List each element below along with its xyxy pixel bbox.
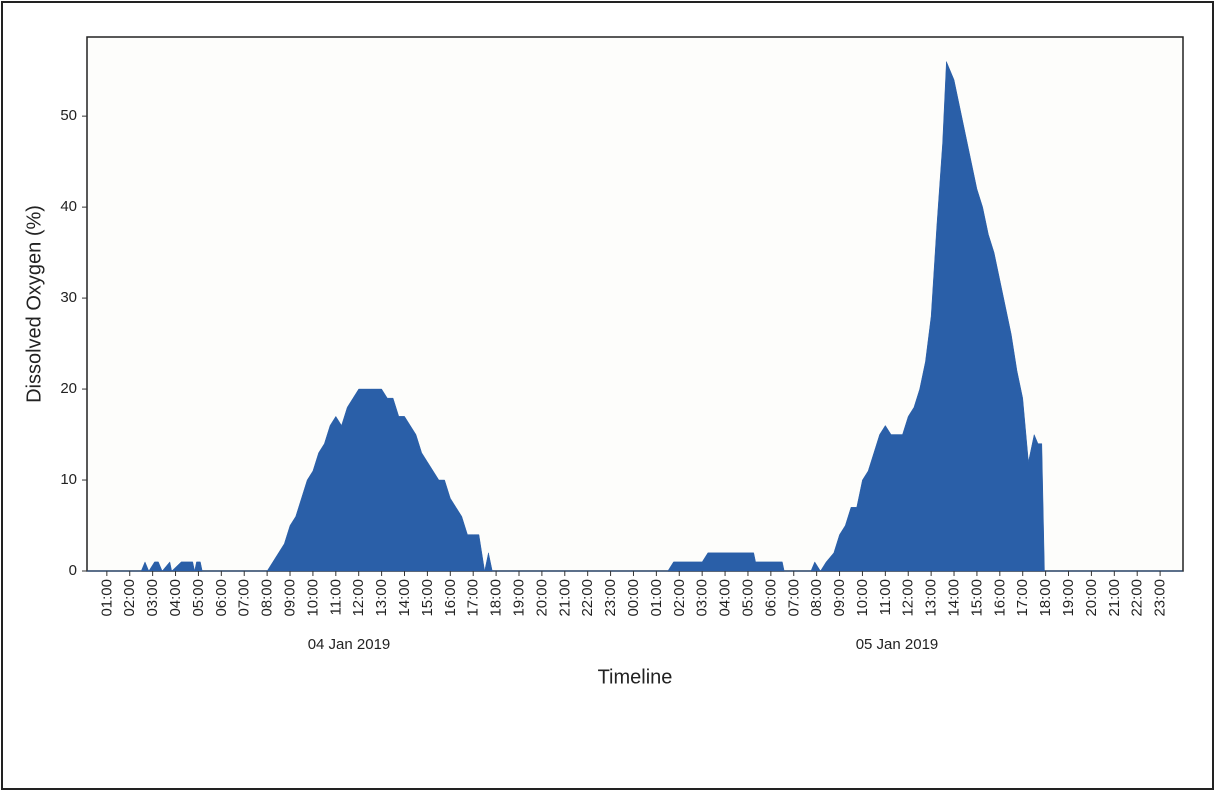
x-tick-label: 10:00 (854, 579, 871, 617)
x-tick-label: 09:00 (282, 579, 299, 617)
x-tick-label: 18:00 (1037, 579, 1054, 617)
x-tick-label: 00:00 (625, 579, 642, 617)
x-tick-label: 13:00 (923, 579, 940, 617)
x-tick-label: 18:00 (488, 579, 505, 617)
x-tick-label: 05:00 (190, 579, 207, 617)
x-axis-title: Timeline (598, 666, 673, 688)
x-tick-label: 12:00 (900, 579, 917, 617)
x-tick-label: 14:00 (946, 579, 963, 617)
x-tick-label: 04:00 (167, 579, 184, 617)
x-tick-label: 22:00 (1129, 579, 1146, 617)
x-tick-label: 03:00 (144, 579, 161, 617)
x-tick-label: 07:00 (236, 579, 253, 617)
x-tick-label: 11:00 (327, 579, 344, 615)
x-tick-label: 01:00 (648, 579, 665, 617)
x-group-label: 05 Jan 2019 (856, 636, 939, 653)
y-tick-label: 10 (60, 471, 77, 488)
x-tick-label: 14:00 (396, 579, 413, 617)
x-tick-label: 02:00 (121, 579, 138, 617)
x-tick-label: 20:00 (1083, 579, 1100, 617)
x-tick-label: 07:00 (785, 579, 802, 617)
y-tick-label: 20 (60, 380, 77, 397)
x-tick-label: 09:00 (831, 579, 848, 617)
x-tick-label: 20:00 (533, 579, 550, 617)
x-tick-label: 01:00 (98, 579, 115, 617)
x-group-label: 04 Jan 2019 (308, 636, 391, 653)
x-tick-label: 21:00 (556, 579, 573, 617)
x-tick-label: 05:00 (739, 579, 756, 617)
x-tick-label: 04:00 (717, 579, 734, 617)
area (87, 61, 1183, 572)
x-tick-label: 23:00 (602, 579, 619, 617)
x-tick-label: 16:00 (442, 579, 459, 617)
x-tick-label: 17:00 (465, 579, 482, 617)
x-tick-label: 10:00 (304, 579, 321, 617)
x-tick-label: 06:00 (213, 579, 230, 617)
x-tick-label: 08:00 (808, 579, 825, 617)
x-tick-label: 23:00 (1152, 579, 1169, 617)
y-tick-label: 0 (69, 562, 77, 579)
x-tick-label: 21:00 (1106, 579, 1123, 617)
x-tick-label: 19:00 (510, 579, 527, 617)
x-tick-label: 15:00 (419, 579, 436, 617)
x-tick-label: 11:00 (877, 579, 894, 615)
y-tick-label: 30 (60, 289, 77, 306)
x-tick-label: 02:00 (671, 579, 688, 617)
x-tick-label: 06:00 (762, 579, 779, 617)
x-tick-label: 08:00 (259, 579, 276, 617)
x-tick-label: 03:00 (694, 579, 711, 617)
x-tick-label: 12:00 (350, 579, 367, 617)
y-tick-label: 40 (60, 198, 77, 215)
y-axis-title: Dissolved Oxygen (%) (23, 205, 45, 403)
x-tick-label: 13:00 (373, 579, 390, 617)
x-tick-label: 22:00 (579, 579, 596, 617)
y-tick-label: 50 (60, 107, 77, 124)
x-tick-label: 15:00 (968, 579, 985, 617)
x-tick-label: 19:00 (1060, 579, 1077, 617)
x-tick-label: 16:00 (991, 579, 1008, 617)
x-tick-label: 17:00 (1014, 579, 1031, 617)
